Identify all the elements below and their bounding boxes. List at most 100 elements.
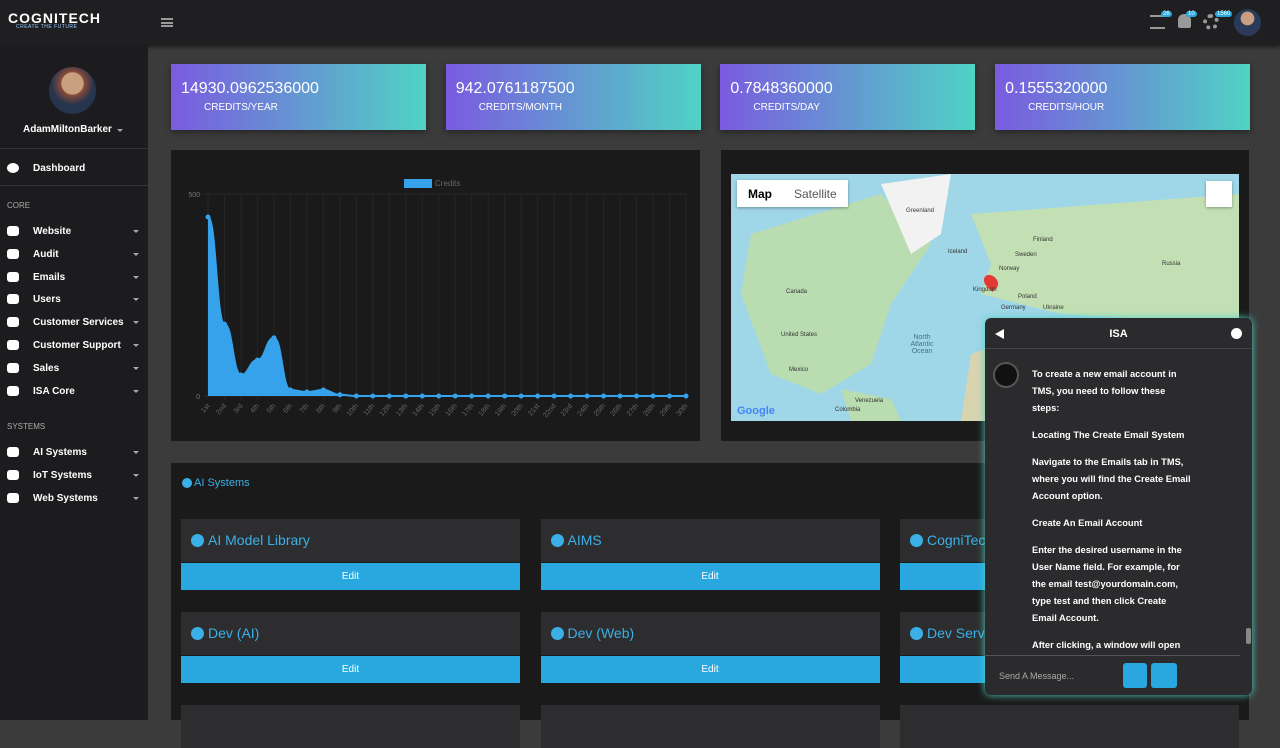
- user-name[interactable]: AdamMiltonBarker: [23, 124, 112, 135]
- tasks-icon[interactable]: [1150, 15, 1165, 29]
- point: [469, 393, 475, 399]
- caret: [133, 451, 139, 455]
- nav-icon: [7, 385, 19, 396]
- nav-item[interactable]: ISA Core: [33, 385, 75, 397]
- x-tick-label: 18th: [478, 403, 492, 418]
- send-button[interactable]: [1151, 663, 1177, 688]
- point: [584, 393, 590, 399]
- user-avatar: [49, 67, 96, 114]
- nav-icon: [7, 294, 19, 305]
- menu-toggle[interactable]: [161, 18, 173, 27]
- tagline: CREATE THE FUTURE: [16, 24, 78, 30]
- map-button[interactable]: Satellite: [794, 187, 837, 201]
- point: [683, 393, 689, 399]
- card-title: Dev (AI): [208, 625, 260, 641]
- divider: [0, 148, 148, 149]
- card-title: Dev Serv: [927, 625, 985, 641]
- point: [535, 393, 541, 399]
- x-tick-label: 20th: [511, 403, 525, 418]
- x-tick-label: 10th: [346, 403, 360, 418]
- message-input[interactable]: Send A Message...: [999, 671, 1075, 681]
- x-tick-label: 11th: [363, 403, 377, 418]
- point: [551, 393, 557, 399]
- card-title: AI Model Library: [208, 532, 310, 548]
- nav-item[interactable]: Audit: [33, 248, 59, 260]
- mic-button[interactable]: [1123, 663, 1147, 688]
- point: [452, 393, 458, 399]
- stat-card: 0.7848360000 CREDITS/DAY: [720, 64, 976, 130]
- stat-label: CREDITS/DAY: [753, 102, 820, 113]
- x-tick-label: 28th: [642, 403, 656, 418]
- header: COGNITECH CREATE THE FUTURE 26 10 1560: [0, 0, 1280, 45]
- stat-value: 14930.0962536000: [181, 80, 319, 97]
- brain-icon: [191, 534, 204, 547]
- area: [208, 217, 686, 396]
- x-tick-label: 21st: [527, 403, 541, 418]
- x-tick-label: 17th: [461, 403, 475, 418]
- x-tick-label: 26th: [609, 403, 623, 418]
- nav-icon: [7, 447, 19, 458]
- point: [353, 393, 359, 399]
- point: [304, 389, 310, 395]
- fullscreen-button[interactable]: [1206, 181, 1232, 207]
- map-type-control: Map Satellite: [737, 180, 848, 207]
- map-label: Russia: [1162, 261, 1181, 267]
- avatar[interactable]: [1234, 9, 1261, 36]
- point: [568, 393, 574, 399]
- point: [436, 393, 442, 399]
- point: [205, 214, 211, 220]
- stat-value: 942.0761187500: [455, 80, 575, 97]
- x-tick-label: 19th: [494, 403, 508, 418]
- bot-avatar: [993, 362, 1019, 388]
- divider: [985, 348, 1252, 349]
- nav-item[interactable]: Users: [33, 294, 61, 306]
- caret: [133, 344, 139, 347]
- speaker-icon[interactable]: [995, 329, 1004, 339]
- caret: [133, 497, 139, 500]
- card-title: Dev (Web): [567, 625, 635, 641]
- stat-value: 0.7848360000: [730, 80, 833, 97]
- nav-item[interactable]: Dashboard: [33, 163, 86, 174]
- nav-item[interactable]: Customer Services: [33, 317, 124, 329]
- x-tick-label: 14th: [412, 403, 426, 418]
- point: [238, 372, 244, 378]
- point: [287, 387, 293, 393]
- brain-icon: [550, 534, 564, 547]
- caret: [133, 252, 139, 256]
- caret: [133, 366, 139, 370]
- nav-item[interactable]: Emails: [33, 271, 66, 283]
- map-button[interactable]: Map: [748, 187, 772, 201]
- nav-item[interactable]: Sales: [33, 362, 60, 374]
- map-label: United States: [781, 332, 818, 338]
- close-button[interactable]: [1231, 328, 1242, 339]
- nav-item[interactable]: Customer Support: [33, 340, 121, 351]
- point: [601, 393, 607, 399]
- nav-item[interactable]: AI Systems: [33, 447, 87, 459]
- edit-button[interactable]: Edit: [540, 563, 880, 590]
- nav-icon: [7, 271, 19, 282]
- system-card: Dev (AI): [181, 612, 520, 655]
- x-tick-label: 9th: [332, 403, 344, 415]
- edit-button[interactable]: Edit: [540, 656, 880, 683]
- map-label: Greenland: [906, 208, 935, 214]
- brain-icon: [910, 534, 923, 547]
- edit-button[interactable]: Edit: [181, 656, 520, 683]
- edit-button[interactable]: Edit: [181, 563, 520, 590]
- point: [518, 393, 524, 399]
- caret: [133, 275, 139, 279]
- notifications-icon[interactable]: [1178, 14, 1191, 28]
- point: [386, 393, 392, 399]
- point: [650, 393, 656, 399]
- map[interactable]: Map Satellite Google Greenland Iceland Fin…: [731, 174, 1239, 421]
- system-card: [540, 705, 880, 748]
- x-tick-label: 6th: [282, 403, 294, 415]
- settings-icon[interactable]: [1203, 14, 1219, 30]
- nav-item[interactable]: IoT Systems: [33, 470, 92, 482]
- map-label: Colombia: [835, 407, 861, 413]
- x-tick-label: 13th: [395, 403, 409, 418]
- nav-item[interactable]: Web Systems: [33, 493, 98, 504]
- system-card: AI Model Library: [181, 519, 520, 562]
- nav-icon: [7, 248, 19, 259]
- nav-item[interactable]: Website: [33, 226, 72, 237]
- x-tick-label: 23rd: [560, 403, 574, 418]
